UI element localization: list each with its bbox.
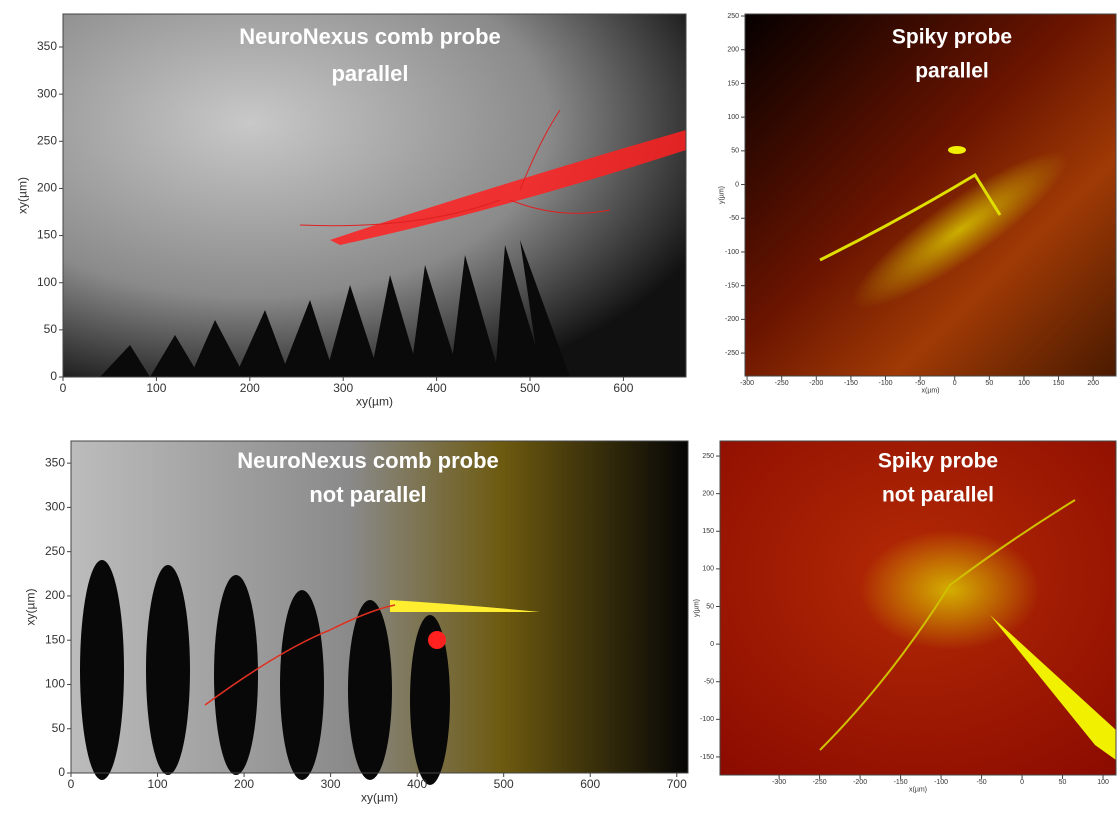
y-tick-label: 50	[44, 322, 58, 336]
y-tick-label: 100	[727, 114, 739, 121]
x-tick-label: -100	[879, 380, 893, 387]
x-tick-label: 0	[1020, 779, 1024, 786]
x-tick-label: 300	[321, 777, 341, 791]
x-tick-label: 150	[1053, 380, 1065, 387]
panel-title: Spiky probe	[892, 26, 1012, 49]
y-tick-label: 0	[710, 641, 714, 648]
y-tick-label: 0	[735, 181, 739, 188]
panel-title: parallel	[331, 61, 408, 86]
y-tick-label: 250	[702, 453, 714, 460]
x-axis-label: x(µm)	[909, 787, 927, 794]
x-tick-label: 300	[333, 381, 353, 395]
y-tick-label: 200	[702, 491, 714, 498]
panel-title: NeuroNexus comb probe	[237, 448, 499, 473]
x-tick-label: 200	[234, 777, 254, 791]
x-tick-label: 0	[68, 777, 75, 791]
y-tick-label: 100	[37, 275, 57, 289]
y-tick-label: -100	[700, 716, 714, 723]
y-tick-label: 350	[45, 455, 65, 469]
y-tick-label: -250	[725, 350, 739, 357]
x-tick-label: -150	[844, 380, 858, 387]
y-tick-label: 50	[731, 148, 739, 155]
x-tick-label: -300	[740, 380, 754, 387]
x-tick-label: -250	[775, 380, 789, 387]
y-tick-label: 0	[58, 765, 65, 779]
x-tick-label: -100	[934, 779, 948, 786]
x-tick-label: -250	[813, 779, 827, 786]
y-tick-label: -200	[725, 316, 739, 323]
y-tick-label: 300	[45, 500, 65, 514]
x-tick-label: 50	[1059, 779, 1067, 786]
y-axis-label: xy(µm)	[24, 589, 38, 626]
y-tick-label: 100	[702, 566, 714, 573]
x-tick-label: 700	[667, 777, 687, 791]
x-axis-label: xy(µm)	[356, 394, 393, 408]
x-tick-label: 50	[985, 380, 993, 387]
y-tick-label: -50	[704, 679, 714, 686]
y-tick-label: -150	[725, 283, 739, 290]
y-tick-label: 200	[727, 47, 739, 54]
y-tick-label: 200	[37, 181, 57, 195]
figure: 0100200300400500600050100150200250300350…	[0, 0, 1118, 816]
x-axis-label: xy(µm)	[361, 790, 398, 804]
y-tick-label: 150	[37, 228, 57, 242]
x-tick-label: 200	[1087, 380, 1099, 387]
x-tick-label: 100	[146, 381, 166, 395]
y-tick-label: 200	[45, 588, 65, 602]
x-axis-label: x(µm)	[921, 388, 939, 395]
y-tick-label: -150	[700, 754, 714, 761]
y-tick-label: 150	[702, 528, 714, 535]
y-tick-label: 300	[37, 86, 57, 100]
x-tick-label: -50	[915, 380, 925, 387]
y-tick-label: 150	[727, 80, 739, 87]
y-tick-label: -100	[725, 249, 739, 256]
x-tick-label: -300	[772, 779, 786, 786]
panel-title: NeuroNexus comb probe	[239, 24, 501, 49]
x-tick-label: 0	[60, 381, 67, 395]
x-tick-label: 100	[1018, 380, 1030, 387]
y-tick-label: 350	[37, 39, 57, 53]
x-tick-label: -200	[853, 779, 867, 786]
y-tick-label: 50	[706, 603, 714, 610]
y-tick-label: 250	[727, 13, 739, 20]
y-tick-label: 100	[45, 677, 65, 691]
panel-title: parallel	[915, 60, 989, 83]
x-tick-label: 500	[494, 777, 514, 791]
x-tick-label: -150	[894, 779, 908, 786]
x-tick-label: 0	[953, 380, 957, 387]
panel-title: Spiky probe	[878, 450, 998, 473]
x-tick-label: -200	[809, 380, 823, 387]
y-tick-label: 250	[45, 544, 65, 558]
y-tick-label: 0	[50, 369, 57, 383]
x-tick-label: 600	[613, 381, 633, 395]
x-tick-label: 200	[240, 381, 260, 395]
x-tick-label: 100	[148, 777, 168, 791]
x-tick-label: 500	[520, 381, 540, 395]
x-tick-label: 100	[1097, 779, 1109, 786]
x-tick-label: 600	[580, 777, 600, 791]
page: 0100200300400500600050100150200250300350…	[0, 0, 1118, 821]
y-axis-label: y(µm)	[694, 599, 701, 617]
panel-title: not parallel	[309, 482, 426, 507]
y-tick-label: 150	[45, 632, 65, 646]
x-tick-label: 400	[407, 777, 427, 791]
y-tick-label: 50	[52, 721, 66, 735]
x-tick-label: 400	[427, 381, 447, 395]
x-tick-label: -50	[977, 779, 987, 786]
y-axis-label: y(µm)	[719, 186, 726, 204]
y-tick-label: 250	[37, 133, 57, 147]
y-axis-label: xy(µm)	[16, 177, 30, 214]
panel-title: not parallel	[882, 484, 994, 507]
y-tick-label: -50	[729, 215, 739, 222]
